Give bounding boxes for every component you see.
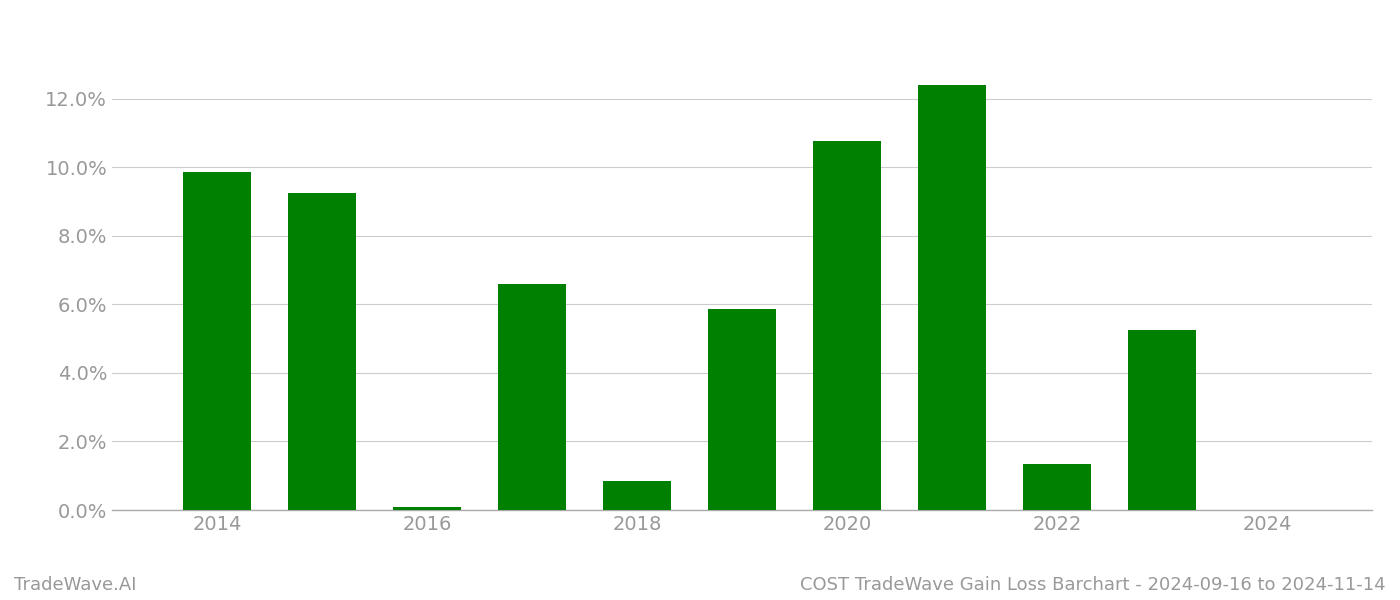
Bar xyxy=(183,172,251,510)
Bar xyxy=(1128,330,1196,510)
Bar xyxy=(288,193,356,510)
Bar xyxy=(813,142,881,510)
Bar xyxy=(603,481,671,510)
Bar xyxy=(498,284,566,510)
Text: COST TradeWave Gain Loss Barchart - 2024-09-16 to 2024-11-14: COST TradeWave Gain Loss Barchart - 2024… xyxy=(801,576,1386,594)
Bar xyxy=(1023,464,1091,510)
Bar xyxy=(918,85,986,510)
Text: TradeWave.AI: TradeWave.AI xyxy=(14,576,137,594)
Bar xyxy=(708,310,776,510)
Bar xyxy=(393,506,461,510)
